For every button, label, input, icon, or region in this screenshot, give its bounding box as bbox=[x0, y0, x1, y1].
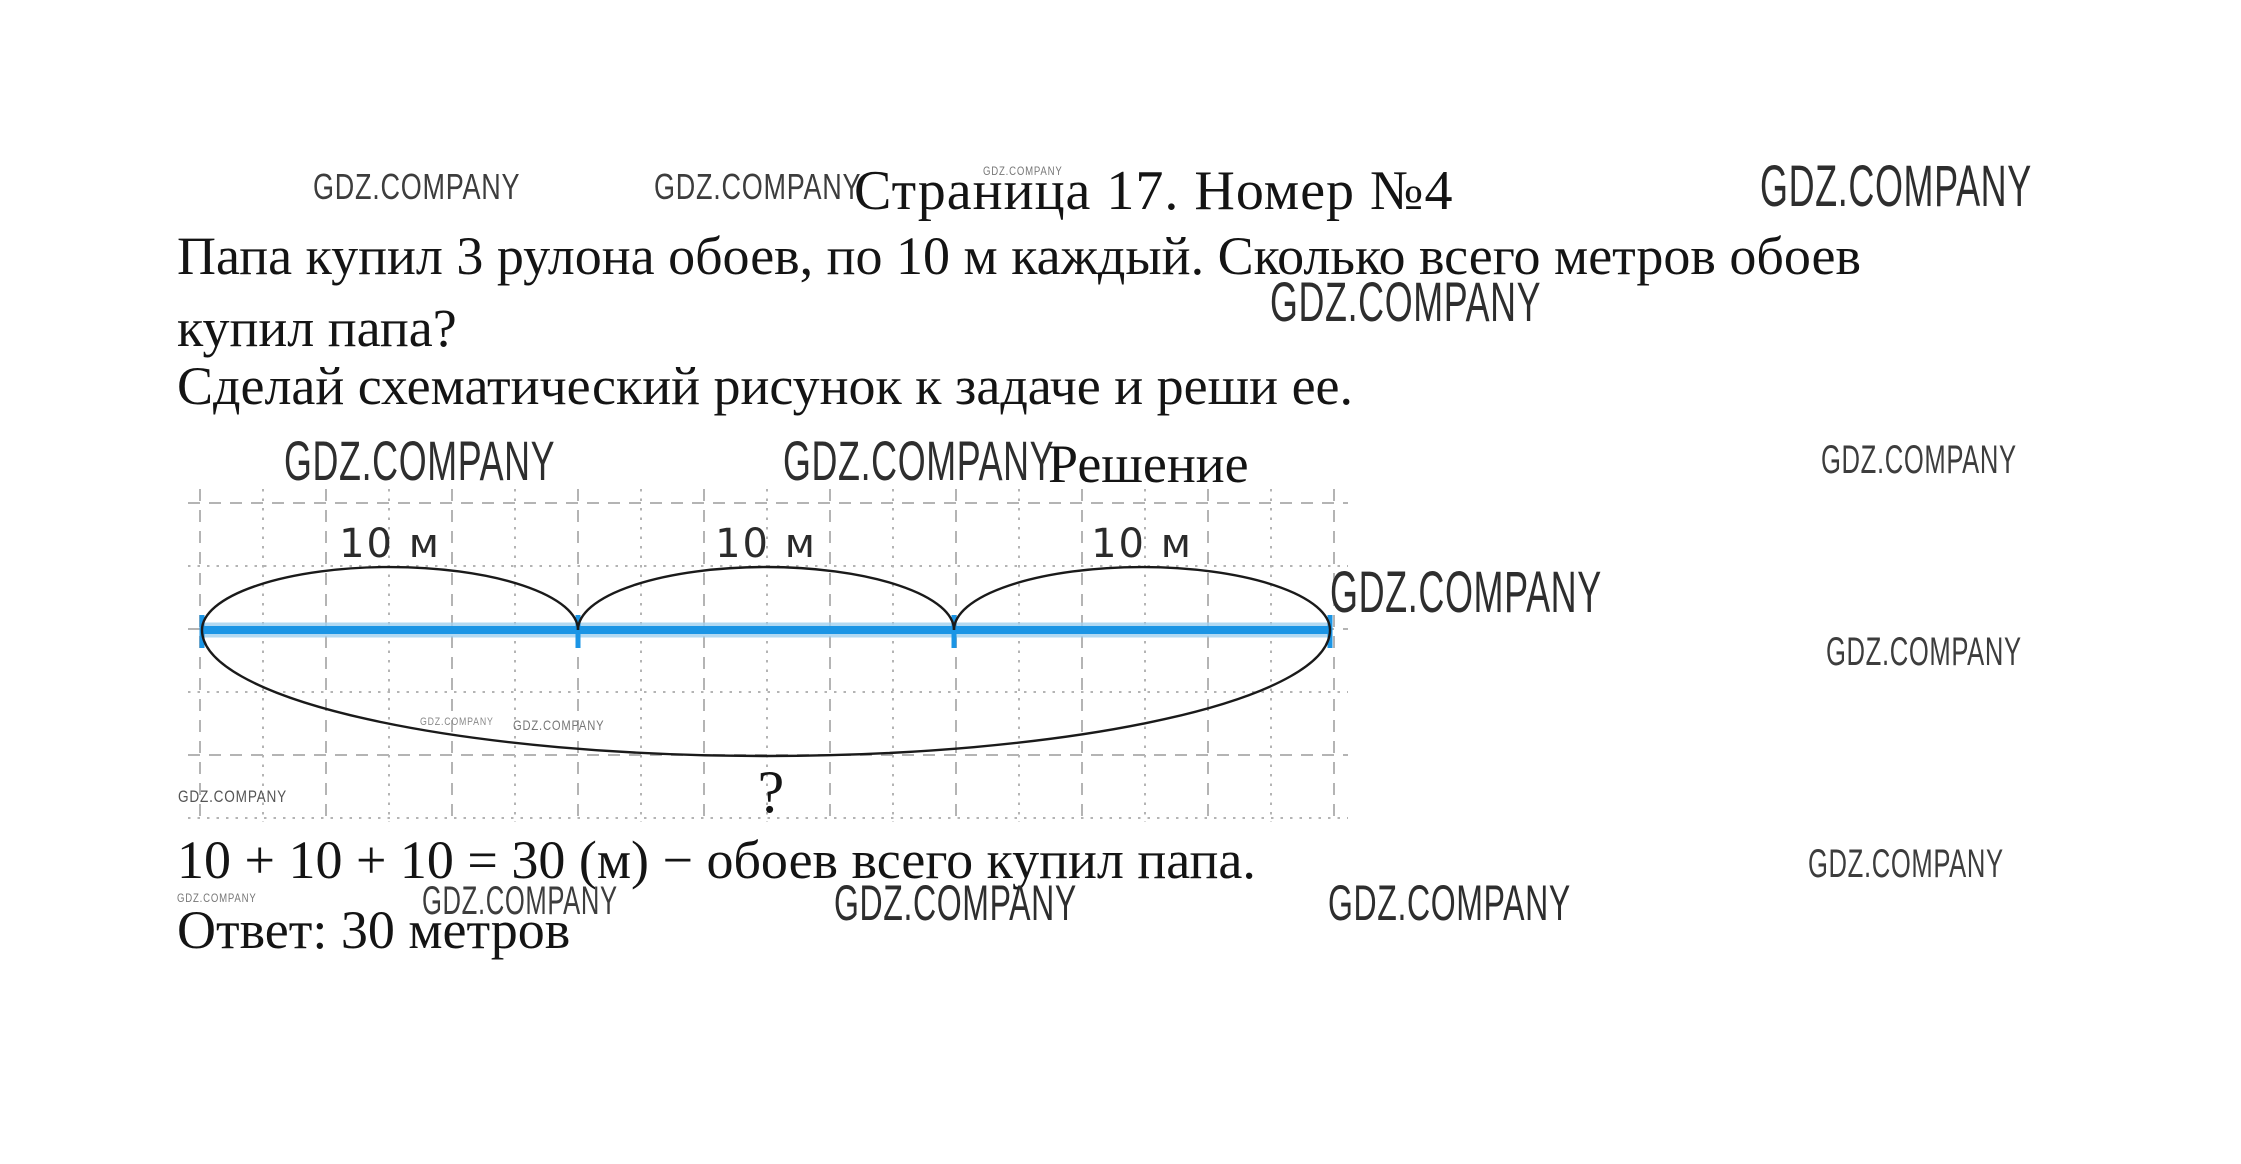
total-question-label: ? bbox=[758, 759, 785, 825]
segment-arc-3 bbox=[952, 565, 1332, 631]
gdz-watermark: GDZ.COMPANY bbox=[177, 891, 257, 906]
gdz-watermark: GDZ.COMPANY bbox=[1821, 438, 2017, 482]
problem-text-line-3: Сделай схематический рисунок к задаче и … bbox=[177, 356, 1354, 416]
gdz-watermark: GDZ.COMPANY bbox=[1270, 270, 1542, 334]
gdz-watermark: GDZ.COMPANY bbox=[1808, 842, 2004, 886]
segment-label-2: 10 м bbox=[715, 521, 817, 567]
gdz-watermark: GDZ.COMPANY bbox=[513, 717, 605, 734]
segment-arcs bbox=[200, 565, 1332, 631]
segment-arc-1 bbox=[200, 565, 580, 631]
gdz-watermark: GDZ.COMPANY bbox=[313, 166, 521, 208]
gdz-watermark: GDZ.COMPANY bbox=[284, 429, 556, 493]
page-title: Страница 17. Номер №4 bbox=[854, 160, 1454, 222]
gdz-watermark: GDZ.COMPANY bbox=[178, 786, 288, 806]
gdz-watermark: GDZ.COMPANY bbox=[420, 715, 494, 728]
gdz-watermark: GDZ.COMPANY bbox=[783, 429, 1055, 493]
problem-text-line-2: купил папа? bbox=[177, 298, 457, 358]
gdz-watermark: GDZ.COMPANY bbox=[654, 166, 862, 208]
gdz-watermark: GDZ.COMPANY bbox=[422, 879, 618, 923]
gdz-watermark: GDZ.COMPANY bbox=[1826, 630, 2022, 674]
segment-arc-2 bbox=[576, 565, 956, 631]
gdz-watermark: GDZ.COMPANY bbox=[1330, 560, 1602, 626]
schematic-diagram: 10 м 10 м 10 м ? bbox=[188, 489, 1348, 825]
solution-equation: 10 + 10 + 10 = 30 (м) − обоев всего купи… bbox=[177, 830, 1256, 890]
segment-label-3: 10 м bbox=[1091, 521, 1193, 567]
gdz-watermark: GDZ.COMPANY bbox=[834, 874, 1077, 931]
solution-heading: Решение bbox=[1048, 434, 1249, 494]
gdz-watermark: GDZ.COMPANY bbox=[983, 164, 1063, 179]
gdz-watermark: GDZ.COMPANY bbox=[1328, 874, 1571, 931]
total-arc bbox=[200, 629, 1332, 758]
segment-label-1: 10 м bbox=[339, 521, 441, 567]
problem-text-line-1: Папа купил 3 рулона обоев, по 10 м кажды… bbox=[177, 226, 1862, 286]
solution-answer: Ответ: 30 метров bbox=[177, 900, 571, 960]
gdz-watermark: GDZ.COMPANY bbox=[1760, 154, 2032, 220]
